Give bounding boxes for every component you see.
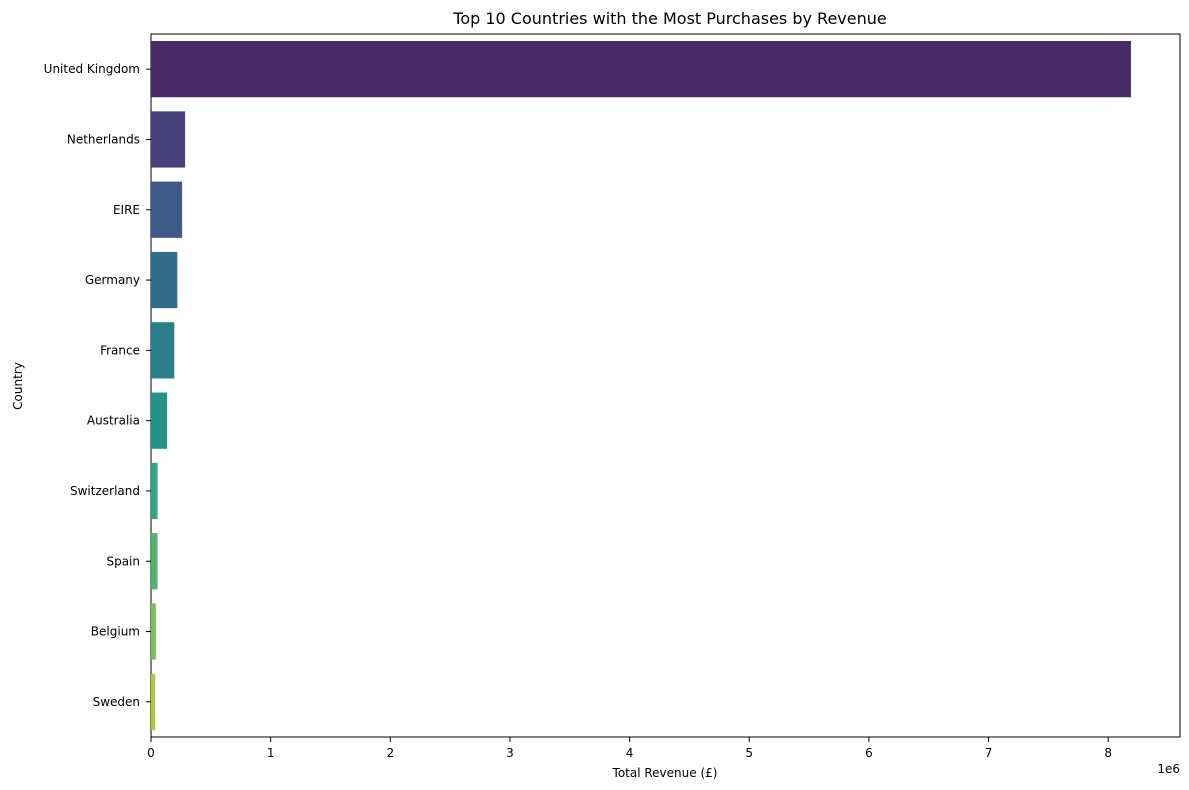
x-tick-label: 5 [745, 746, 753, 760]
x-tick-label: 7 [985, 746, 993, 760]
y-tick-label: Germany [85, 273, 140, 287]
x-tick-label: 8 [1104, 746, 1112, 760]
x-tick-label: 3 [506, 746, 514, 760]
plot-area [150, 33, 1181, 738]
y-tick-label: Switzerland [70, 484, 140, 498]
x-axis: 0 1 2 3 4 5 6 7 8 [147, 737, 1112, 760]
bar-sweden [151, 673, 156, 730]
bar-switzerland [151, 462, 158, 520]
y-tick-label: Sweden [93, 695, 140, 709]
y-tick-label: Belgium [91, 625, 140, 639]
bar-eire [151, 181, 183, 238]
bar-united-kingdom [151, 41, 1131, 98]
x-axis-offset-label: 1e6 [1157, 762, 1180, 776]
x-tick-label: 6 [865, 746, 873, 760]
y-tick-label: United Kingdom [44, 62, 140, 76]
bar-australia [151, 392, 168, 449]
y-tick-label: Spain [106, 554, 140, 568]
bar-spain [151, 533, 158, 590]
x-tick-label: 4 [626, 746, 634, 760]
y-tick-label: Australia [87, 414, 140, 428]
bars-group [151, 41, 1131, 730]
bar-belgium [151, 603, 156, 660]
y-tick-label: Netherlands [67, 132, 140, 146]
x-tick-label: 0 [147, 746, 155, 760]
plot-frame [150, 33, 1181, 738]
y-tick-label: EIRE [113, 203, 140, 217]
x-tick-label: 2 [386, 746, 394, 760]
y-axis: United Kingdom Netherlands EIRE Germany Fran… [44, 62, 151, 709]
bar-france [151, 322, 175, 379]
x-tick-label: 1 [267, 746, 275, 760]
bar-germany [151, 251, 178, 309]
y-axis-label: Country [11, 362, 25, 410]
bar-netherlands [151, 111, 186, 168]
y-tick-label: France [100, 343, 140, 357]
x-axis-label: Total Revenue (£) [612, 766, 718, 780]
chart-title: Top 10 Countries with the Most Purchases… [452, 9, 886, 28]
